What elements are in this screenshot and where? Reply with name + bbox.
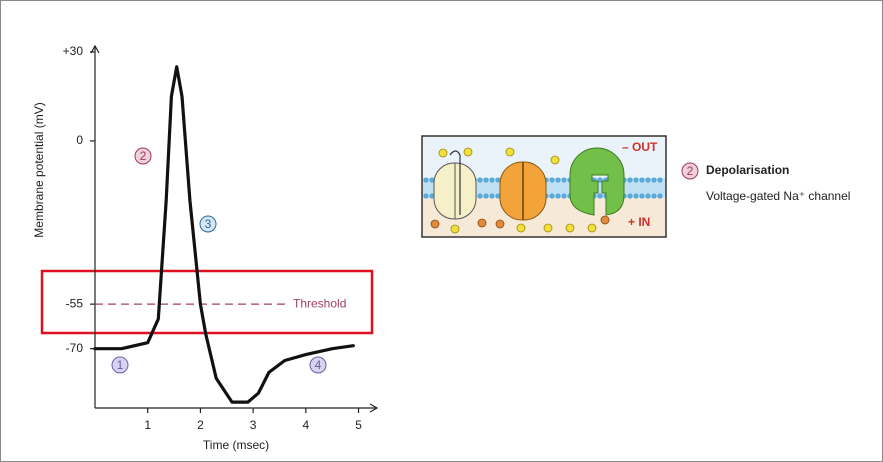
lipid [555, 177, 560, 182]
y-tick-label: 0 [76, 133, 83, 147]
y-tick-label: -70 [66, 341, 84, 355]
lipid [657, 177, 662, 182]
threshold-label: Threshold [293, 296, 346, 310]
y-tick-label: +30 [63, 44, 84, 58]
lipid [639, 177, 644, 182]
phase-number: 1 [117, 358, 124, 372]
lipid [657, 193, 662, 198]
lipid [489, 177, 494, 182]
phase-number: 2 [140, 149, 147, 163]
lipid [627, 193, 632, 198]
lipid [651, 193, 656, 198]
lipid [423, 177, 428, 182]
x-tick-label: 3 [250, 418, 257, 432]
y-axis-label: Membrane potential (mV) [32, 102, 46, 237]
lipid [477, 177, 482, 182]
lipid [561, 193, 566, 198]
in-label: + IN [628, 215, 650, 229]
screenshot: Membrane potential (mV) Time (msec) – OU… [0, 0, 883, 462]
lipid [633, 177, 638, 182]
lipid [489, 193, 494, 198]
y-tick-label: -55 [66, 296, 84, 310]
lipid [549, 177, 554, 182]
lipid [555, 193, 560, 198]
lipid [549, 193, 554, 198]
lipid [423, 193, 428, 198]
step-title: Depolarisation [706, 163, 789, 177]
x-tick-label: 1 [144, 418, 151, 432]
x-tick-label: 4 [302, 418, 309, 432]
x-axis-label: Time (msec) [203, 438, 269, 452]
lipid [483, 193, 488, 198]
x-tick-label: 2 [197, 418, 204, 432]
lipid [639, 193, 644, 198]
lipid [597, 193, 602, 198]
phase-number: 3 [205, 217, 212, 231]
x-tick-label: 5 [355, 418, 362, 432]
out-label: – OUT [622, 140, 658, 154]
step-number: 2 [687, 164, 694, 178]
step-caption: Voltage-gated Na⁺ channel [706, 189, 850, 203]
lipid [633, 193, 638, 198]
lipid [477, 193, 482, 198]
lipid [645, 193, 650, 198]
lipid [561, 177, 566, 182]
lipid [645, 177, 650, 182]
phase-number: 4 [315, 358, 322, 372]
lipid [651, 177, 656, 182]
lipid [627, 177, 632, 182]
lipid [483, 177, 488, 182]
